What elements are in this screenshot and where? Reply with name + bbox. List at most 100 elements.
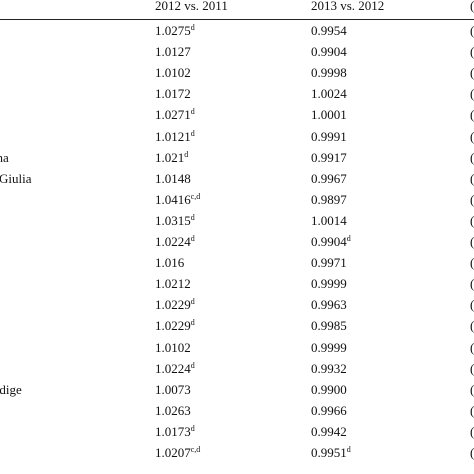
cell-next-column-value: (: [470, 191, 474, 207]
cell-2012-vs-2011: 1.0073: [155, 379, 191, 400]
cell-2012-vs-2011-value: 1.016: [155, 255, 185, 271]
cell-2012-vs-2011-value: 1.0121: [155, 128, 191, 144]
cell-2012-vs-2011: 1.0172: [155, 83, 191, 104]
header-rule: [0, 19, 474, 20]
cell-2012-vs-2011: 1.0229d: [155, 294, 195, 315]
row-label: gna: [0, 147, 9, 168]
table-row: 1.0229d 0.9963 (: [0, 294, 474, 315]
cell-next-column-value: (: [470, 170, 474, 186]
cell-2013-vs-2012: 1.0024: [311, 83, 347, 104]
cell-2012-vs-2011-value: 1.021: [155, 149, 185, 165]
cell-2013-vs-2012: 1.0014: [311, 210, 347, 231]
cell-2012-vs-2011-value: 1.0148: [155, 170, 191, 186]
table-row: 1.0263 0.9966 (: [0, 400, 474, 421]
cell-2013-vs-2012: 0.9951d: [311, 442, 351, 463]
cell-next-column-value: (: [470, 86, 474, 102]
cell-next-column: (: [470, 83, 474, 104]
table-row: 1.0121d 0.9991 (: [0, 126, 474, 147]
cell-2012-vs-2011: 1.0224d: [155, 231, 195, 252]
cell-2012-vs-2011: 1.0229d: [155, 315, 195, 336]
cell-2012-vs-2011-value: 1.0102: [155, 65, 191, 81]
cell-2013-vs-2012: 0.9999: [311, 337, 347, 358]
cell-2013-vs-2012: 0.9954: [311, 20, 347, 41]
cell-2012-vs-2011-value: 1.0173: [155, 423, 191, 439]
cell-2012-vs-2011-value: 1.0224: [155, 234, 191, 249]
cell-2012-vs-2011-value: 1.0416: [155, 191, 191, 207]
cell-2013-vs-2012: 0.9942: [311, 421, 347, 442]
cell-next-column: (: [470, 20, 474, 41]
cell-2012-vs-2011-superscript: d: [190, 234, 195, 243]
cell-2012-vs-2011-superscript: c,d: [190, 445, 201, 454]
cell-2013-vs-2012-value: 0.9932: [311, 360, 347, 376]
table-row: 1.0207c,d 0.9951d (: [0, 442, 474, 463]
table-row: 1.0172 1.0024 (: [0, 83, 474, 104]
table-row: 1.0212 0.9999 (: [0, 273, 474, 294]
cell-2013-vs-2012: 0.9917: [311, 147, 347, 168]
cell-2013-vs-2012: 0.9999: [311, 273, 347, 294]
cell-2012-vs-2011-superscript: d: [190, 23, 195, 32]
table-row: 1.0224d 0.9932 (: [0, 358, 474, 379]
cell-2013-vs-2012-value: 0.9967: [311, 170, 347, 186]
table-row: 1.0102 0.9999 (: [0, 337, 474, 358]
cell-2012-vs-2011-superscript: d: [184, 149, 189, 159]
cell-2012-vs-2011: 1.0275d: [155, 20, 195, 41]
cell-2013-vs-2012-value: 0.9999: [311, 339, 347, 355]
cell-2012-vs-2011-superscript: d: [190, 423, 195, 433]
cell-next-column: (: [470, 252, 474, 273]
cell-2013-vs-2012-value: 0.9954: [311, 23, 347, 38]
cell-2013-vs-2012: 0.9967: [311, 168, 347, 189]
cell-next-column-value: (: [470, 297, 474, 313]
cell-next-column-value: (: [470, 107, 474, 123]
cell-2013-vs-2012-value: 0.9897: [311, 191, 347, 207]
row-label-value: a Giulia: [0, 170, 32, 186]
table-row: 1.0315d 1.0014 (: [0, 210, 474, 231]
cell-2013-vs-2012-value: 0.9900: [311, 381, 347, 397]
cell-next-column: (: [470, 337, 474, 358]
cell-2012-vs-2011: 1.0148: [155, 168, 191, 189]
cell-2013-vs-2012: 0.9932: [311, 358, 347, 379]
cell-2013-vs-2012-value: 0.9951: [311, 445, 347, 460]
cell-next-column-value: (: [470, 445, 474, 460]
row-label-value: Adige: [0, 381, 22, 397]
cell-2012-vs-2011-superscript: d: [190, 212, 195, 222]
cell-next-column: (: [470, 400, 474, 421]
cell-2013-vs-2012: 0.9991: [311, 126, 347, 147]
row-label: a Giulia: [0, 168, 32, 189]
table-row: 1.0127 0.9904 (: [0, 41, 474, 62]
cell-2013-vs-2012-value: 0.9904: [311, 234, 347, 249]
cell-next-column-value: (: [470, 276, 474, 292]
cell-2013-vs-2012-superscript: d: [346, 234, 351, 243]
cell-next-column: (: [470, 442, 474, 463]
cell-next-column: (: [470, 421, 474, 442]
cell-2013-vs-2012: 0.9998: [311, 62, 347, 83]
cell-2012-vs-2011: 1.0173d: [155, 421, 195, 442]
cell-next-column-value: (: [470, 339, 474, 355]
header-next-column: (: [470, 0, 474, 13]
cell-2013-vs-2012-value: 1.0001: [311, 107, 347, 123]
cell-2012-vs-2011-value: 1.0207: [155, 445, 191, 460]
cell-2013-vs-2012-value: 0.9985: [311, 318, 347, 334]
cell-2013-vs-2012-value: 0.9942: [311, 423, 347, 439]
cell-2012-vs-2011: 1.0102: [155, 337, 191, 358]
cell-next-column-value: (: [470, 402, 474, 418]
table-header: 2012 vs. 2011 2013 vs. 2012 (: [0, 0, 474, 20]
table-row: 1.0275d 0.9954 (: [0, 20, 474, 41]
cell-next-column-value: (: [470, 255, 474, 271]
cell-next-column: (: [470, 126, 474, 147]
cell-next-column-value: (: [470, 360, 474, 376]
cell-next-column: (: [470, 62, 474, 83]
cell-2013-vs-2012-value: 0.9904: [311, 44, 347, 60]
cell-next-column: (: [470, 210, 474, 231]
cell-2012-vs-2011: 1.0315d: [155, 210, 195, 231]
table-row: 1.0271d 1.0001 (: [0, 104, 474, 125]
cell-2012-vs-2011: 1.016: [155, 252, 184, 273]
cell-2013-vs-2012: 0.9904d: [311, 231, 351, 252]
cell-next-column-value: (: [470, 318, 474, 334]
cell-2012-vs-2011: 1.021d: [155, 147, 188, 168]
cell-2012-vs-2011-superscript: d: [190, 318, 195, 328]
cell-2013-vs-2012: 0.9904: [311, 41, 347, 62]
cell-2013-vs-2012: 0.9963: [311, 294, 347, 315]
table-row: 1.0173d 0.9942 (: [0, 421, 474, 442]
cell-2013-vs-2012-value: 1.0014: [311, 212, 347, 228]
cell-2012-vs-2011-superscript: d: [190, 297, 195, 307]
